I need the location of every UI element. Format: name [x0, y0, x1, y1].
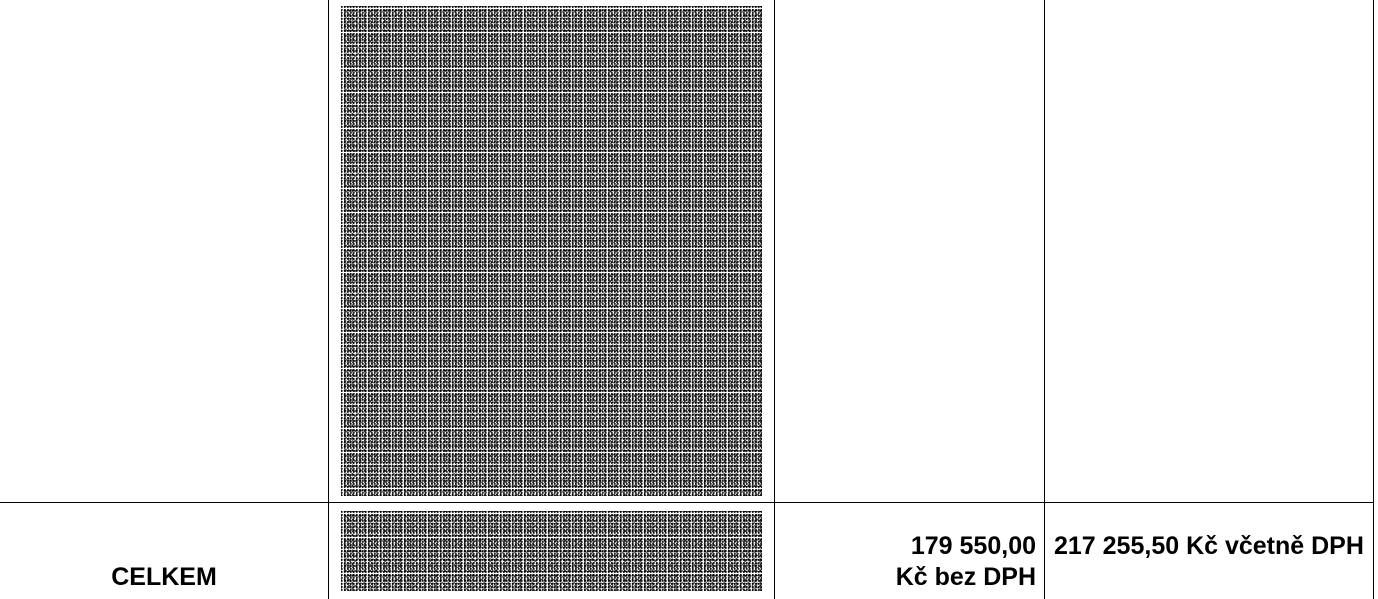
- total-gross-cell: [1043, 502, 1374, 599]
- redacted-image-small: [340, 511, 762, 591]
- net-total-suffix: Kč bez DPH: [895, 563, 1036, 591]
- table-row: [0, 0, 1374, 503]
- total-net-cell: [773, 502, 1045, 599]
- net-total-amount: 179 550,00: [910, 532, 1036, 560]
- image-cell: [327, 0, 775, 503]
- label-cell: [0, 0, 329, 503]
- total-label-cell: [0, 502, 329, 599]
- gross-price-cell: [1043, 0, 1374, 503]
- net-price-cell: [773, 0, 1045, 503]
- total-label: CELKEM: [111, 563, 217, 591]
- gross-total: 217 255,50 Kč včetně DPH: [1054, 532, 1364, 560]
- total-row: [0, 502, 1374, 599]
- net-total: 179 550,00 Kč bez DPH: [774, 531, 1036, 593]
- redacted-image: [340, 6, 762, 496]
- total-image-cell: [327, 502, 775, 599]
